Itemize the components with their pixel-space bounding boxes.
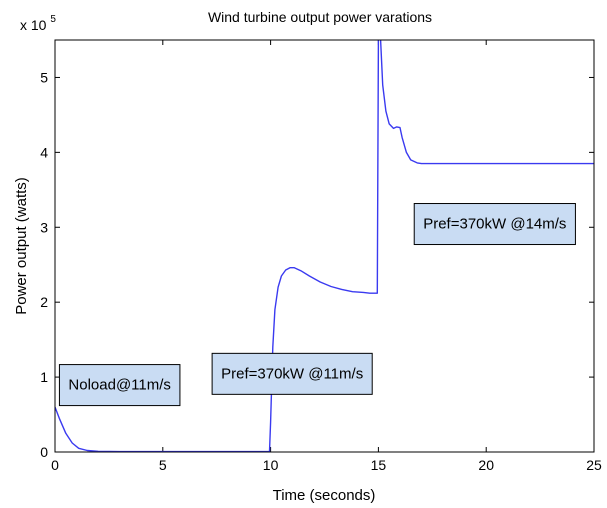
annotation-box-bg [58,364,181,407]
y-tick-label: 0 [40,444,48,460]
y-multiplier: x 10 5 [20,14,56,33]
x-tick-label: 10 [263,457,279,473]
y-tick-label: 5 [40,69,48,85]
annotation-text: Pref=370kW @11m/s [221,365,363,382]
annotation-box: Noload@11m/s [58,364,181,407]
y-tick-label: 4 [40,144,48,160]
annotation-box: Pref=370kW @11m/s [211,352,373,395]
annotation-box-bg [211,352,373,395]
x-tick-label: 15 [371,457,387,473]
y-tick-label: 2 [40,294,48,310]
x-tick-label: 5 [159,457,167,473]
annotation-text: Noload@11m/s [68,377,171,394]
y-tick-label: 1 [40,369,48,385]
plot-frame [54,39,595,453]
annotation-text: Pref=370kW @14m/s [423,216,566,233]
x-tick-label: 20 [478,457,494,473]
annotation-box-bg [413,203,576,246]
annotation-layer: Noload@11m/s Pref=370kW @11m/s Pref=370kW … [58,203,576,407]
chart-title: Wind turbine output power varations [208,9,432,25]
y-multiplier-exp: 5 [50,14,56,25]
ticks-layer: 0 5 10 15 20 25 0 1 2 3 4 5 [40,40,602,473]
y-axis-label: Power output (watts) [13,177,30,315]
y-multiplier-base: x 10 [20,17,47,33]
x-tick-label: 0 [51,457,59,473]
x-tick-label: 25 [586,457,602,473]
y-tick-label: 3 [40,219,48,235]
annotation-box: Pref=370kW @14m/s [413,203,576,246]
x-axis-label: Time (seconds) [273,487,376,504]
